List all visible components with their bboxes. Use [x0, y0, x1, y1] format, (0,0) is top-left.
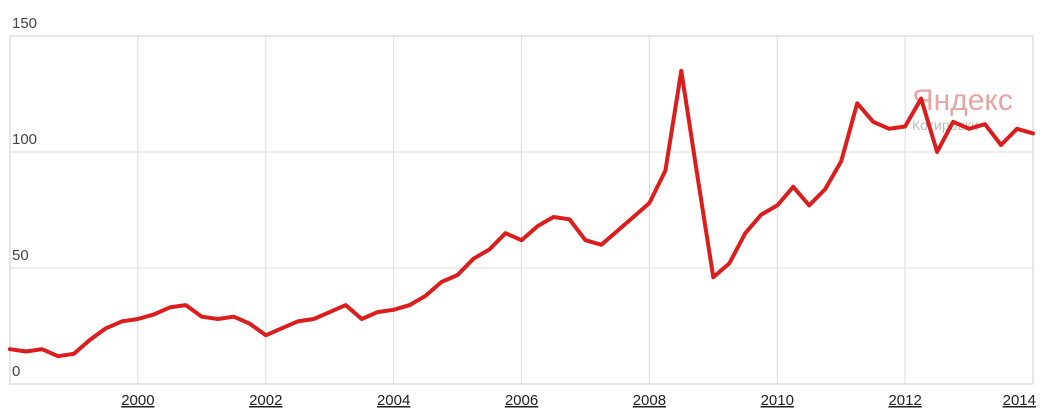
watermark-logo-text: Яндекс [912, 84, 1013, 117]
data-point [919, 97, 923, 100]
data-point [168, 306, 171, 309]
data-point [280, 327, 283, 330]
data-point [616, 229, 619, 233]
data-point [456, 273, 459, 277]
data-point [744, 232, 747, 235]
data-point [568, 218, 571, 221]
data-point [392, 308, 395, 311]
data-point [136, 317, 140, 321]
data-point [808, 204, 811, 207]
x-tick-label: 2004 [377, 392, 410, 409]
data-point [312, 317, 315, 321]
data-point [792, 185, 795, 188]
data-point [328, 310, 331, 314]
data-point [967, 127, 971, 130]
x-tick-label: 2008 [633, 392, 666, 409]
data-point [520, 239, 523, 242]
data-point [935, 150, 939, 154]
series-layer [8, 68, 1035, 359]
data-point [887, 127, 891, 130]
data-point [40, 348, 44, 351]
x-tick-label: 2002 [249, 392, 282, 409]
data-point [296, 320, 299, 323]
data-point [872, 120, 875, 124]
y-axis-ticks: 0 50 100 150 [12, 15, 37, 380]
data-point [408, 303, 411, 307]
data-point [552, 215, 555, 219]
y-tick-label: 100 [12, 131, 37, 148]
data-point [120, 320, 124, 323]
data-point [600, 243, 603, 246]
data-point [504, 232, 507, 235]
data-point [584, 239, 587, 242]
data-point [248, 322, 251, 325]
y-tick-label: 50 [12, 247, 29, 264]
data-point [824, 187, 827, 191]
data-point [856, 102, 859, 105]
y-tick-label: 0 [12, 363, 20, 380]
data-point [488, 248, 491, 251]
data-point [56, 355, 60, 358]
data-point [648, 201, 651, 205]
x-tick-label: 2010 [761, 392, 794, 409]
data-point [840, 160, 843, 163]
data-point [344, 303, 347, 307]
x-tick-label: 2006 [505, 392, 538, 409]
data-point [8, 348, 12, 351]
data-point [376, 310, 379, 314]
data-point [200, 315, 203, 318]
data-point [152, 313, 156, 316]
plot-frame [9, 35, 1034, 385]
data-point [951, 120, 955, 124]
x-axis-ticks: 2000 2002 2004 2006 2008 2010 2012 2014 [121, 392, 1036, 409]
data-point [1031, 132, 1035, 135]
x-tick-label: 2012 [888, 392, 921, 409]
data-point [712, 276, 715, 279]
data-point [24, 350, 28, 353]
data-point [88, 338, 92, 342]
data-point [440, 280, 443, 284]
data-point [216, 317, 219, 321]
data-point [728, 262, 731, 265]
data-point [536, 225, 539, 228]
data-point [72, 352, 76, 355]
data-point [664, 169, 667, 172]
x-tick-label: 2000 [121, 392, 154, 409]
data-point [184, 303, 187, 307]
data-point [983, 123, 987, 126]
data-point [472, 257, 475, 260]
y-tick-label: 150 [12, 15, 37, 32]
data-point [760, 213, 763, 216]
x-tick-label: 2014 [1003, 392, 1036, 409]
data-point [999, 143, 1003, 147]
data-point [776, 204, 779, 207]
data-point [680, 69, 683, 73]
data-point [424, 294, 427, 297]
data-point [264, 334, 267, 337]
data-point [632, 215, 635, 219]
data-point [696, 174, 699, 177]
data-point [360, 317, 363, 321]
data-point [104, 327, 108, 330]
grid-layer [10, 35, 1034, 385]
data-point [1015, 127, 1019, 130]
data-point [903, 125, 907, 128]
data-point [232, 315, 235, 318]
